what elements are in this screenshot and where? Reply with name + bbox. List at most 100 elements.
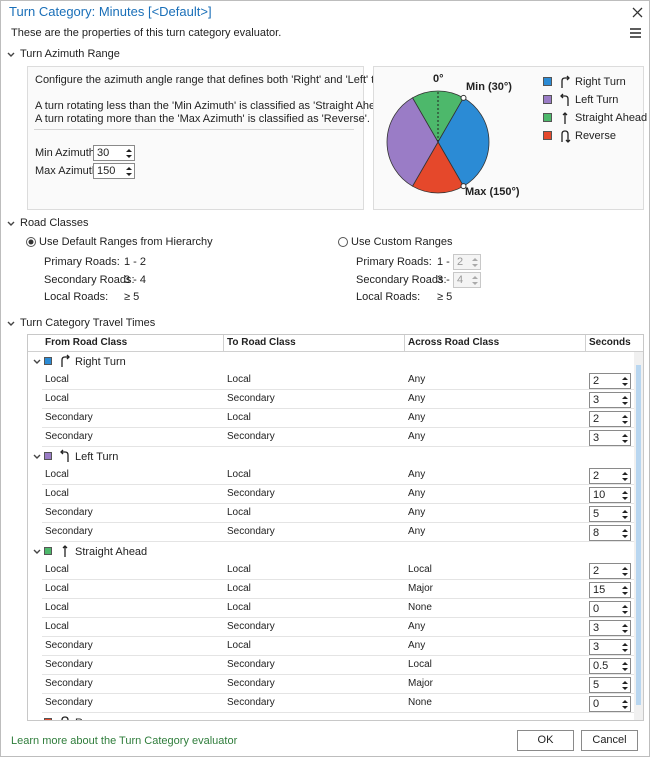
collapse-toggle[interactable] — [33, 549, 41, 555]
spin-arrows[interactable] — [621, 585, 629, 596]
collapse-toggle[interactable] — [33, 720, 41, 721]
spin-arrows[interactable] — [621, 566, 629, 577]
arrow-up — [622, 377, 628, 380]
spin-arrows[interactable] — [621, 528, 629, 539]
spin-arrows[interactable] — [621, 490, 629, 501]
azimuth-diagram — [386, 90, 490, 194]
scrollbar-thumb[interactable] — [636, 365, 641, 705]
table-cell: Local — [408, 564, 432, 575]
spin-box[interactable]: 0 — [589, 696, 631, 712]
road-range: 1 - 2 — [124, 256, 147, 268]
spin-box[interactable]: 3 — [589, 392, 631, 408]
spin-arrows[interactable] — [621, 395, 629, 406]
spin-box[interactable]: 30 — [93, 145, 135, 161]
description: These are the properties of this turn ca… — [11, 27, 282, 39]
spin-box[interactable]: 3 — [589, 620, 631, 636]
spin-arrows[interactable] — [621, 433, 629, 444]
road-range: 3 - — [437, 273, 450, 286]
spin-arrows[interactable] — [621, 376, 629, 387]
table-row — [42, 637, 634, 656]
spin-box[interactable]: 10 — [589, 487, 631, 503]
collapse-toggle[interactable] — [7, 52, 15, 58]
spin-arrows[interactable] — [621, 661, 629, 672]
spin-box[interactable]: 0.5 — [589, 658, 631, 674]
arrow-down — [622, 611, 628, 614]
road-label: Local Roads: — [356, 291, 421, 303]
spin-box[interactable]: 5 — [589, 506, 631, 522]
collapse-toggle[interactable] — [7, 321, 15, 327]
spin-arrows[interactable] — [621, 414, 629, 425]
color-swatch — [543, 131, 552, 140]
turn-icon — [61, 716, 69, 720]
collapse-toggle[interactable] — [33, 359, 41, 365]
chevron — [33, 549, 41, 554]
road-label: Secondary Roads: — [356, 273, 447, 286]
arrow-down — [622, 516, 628, 519]
spin-box[interactable]: 2 — [589, 373, 631, 389]
spin-box[interactable]: 2 — [589, 411, 631, 427]
radio-button[interactable] — [26, 237, 36, 247]
collapse-toggle[interactable] — [33, 454, 41, 460]
spin-arrows[interactable] — [621, 623, 629, 634]
spin-box[interactable]: 8 — [589, 525, 631, 541]
spin-box[interactable]: 2 — [589, 563, 631, 579]
turn-arrow — [561, 130, 571, 143]
spin-arrows[interactable] — [621, 680, 629, 691]
turn-icon — [60, 449, 69, 462]
table-cell: Local — [227, 507, 251, 518]
close-button[interactable] — [632, 7, 643, 18]
spin-arrows[interactable] — [621, 471, 629, 482]
spin-box[interactable]: 3 — [589, 639, 631, 655]
radio-button[interactable] — [338, 237, 348, 247]
table-cell: Secondary — [45, 697, 93, 708]
spin-box[interactable]: 150 — [93, 163, 135, 179]
arrow-up — [622, 510, 628, 513]
spin-box[interactable]: 0 — [589, 601, 631, 617]
menu-button[interactable] — [630, 28, 641, 38]
radio-dot — [28, 239, 34, 245]
road-range: ≥ 5 — [124, 291, 140, 303]
separator — [34, 129, 354, 130]
spin-arrows[interactable] — [621, 699, 629, 710]
radio-label: Use Custom Ranges — [351, 236, 453, 248]
arrow-up — [472, 275, 478, 279]
help-link[interactable]: Learn more about the Turn Category evalu… — [11, 735, 238, 747]
color-swatch — [44, 718, 52, 720]
road-range: ≥ 5 — [437, 291, 453, 303]
spin-box[interactable]: 5 — [589, 677, 631, 693]
table-cell: Local — [45, 583, 69, 594]
arrow-down — [622, 630, 628, 633]
spin-arrows[interactable] — [621, 509, 629, 520]
cancel-button[interactable]: Cancel — [581, 730, 638, 751]
rule-text: A turn rotating less than the 'Min Azimu… — [35, 100, 393, 112]
arrow-down — [622, 421, 628, 424]
collapse-toggle[interactable] — [7, 221, 15, 227]
spin-box[interactable]: 15 — [589, 582, 631, 598]
min-label: Min (30°) — [466, 81, 512, 93]
table-cell: Any — [408, 526, 426, 537]
spin-arrows[interactable] — [125, 166, 133, 177]
table-row — [42, 561, 634, 580]
arrow-up — [472, 258, 478, 261]
table-cell: Local — [45, 621, 69, 632]
arrow-down — [622, 592, 628, 595]
spin-box[interactable]: 2 — [589, 468, 631, 484]
arrow-up — [622, 681, 628, 684]
chevron — [33, 454, 41, 459]
group-label: Straight Ahead — [75, 546, 148, 558]
section-heading: Road Classes — [20, 217, 89, 229]
arrow-down — [472, 264, 478, 267]
settings-box: Configure the azimuth angle range that d… — [27, 66, 399, 210]
turn-arrow — [560, 93, 569, 106]
spin-arrows[interactable] — [621, 642, 629, 653]
spin-arrows[interactable] — [621, 604, 629, 615]
color-swatch — [44, 452, 52, 460]
table-cell: None — [408, 697, 432, 708]
spin-box[interactable]: 3 — [589, 430, 631, 446]
ok-button[interactable]: OK — [517, 730, 574, 751]
rule-text: A turn rotating more than the 'Max Azimu… — [35, 113, 370, 125]
table-row — [42, 390, 634, 409]
spin-arrows[interactable] — [125, 148, 133, 159]
table-row — [42, 675, 634, 694]
arrow-up — [622, 434, 628, 437]
